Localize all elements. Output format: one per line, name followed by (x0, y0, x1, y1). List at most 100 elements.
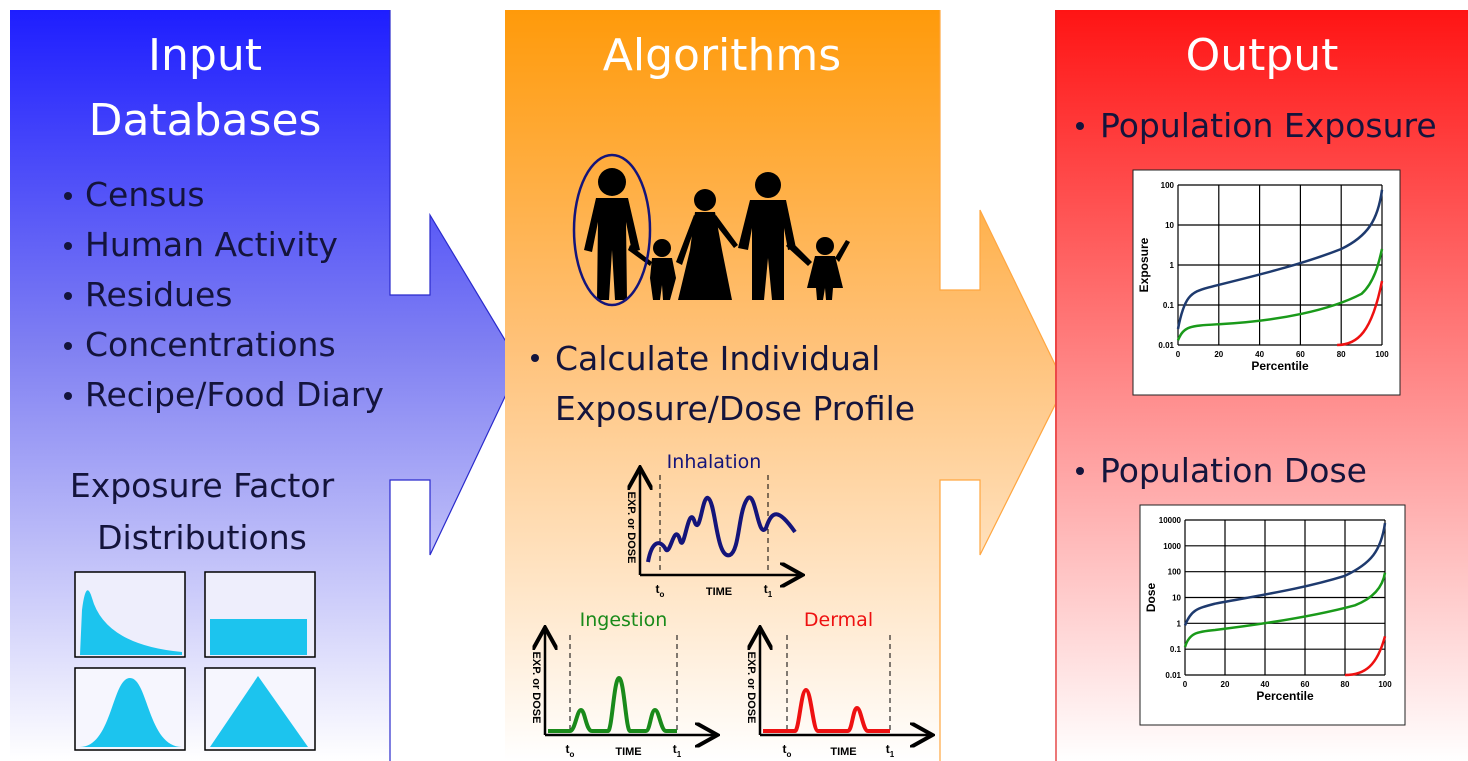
bullet-text: Recipe/Food Diary (85, 375, 384, 414)
bullet (64, 392, 72, 400)
bullet (64, 292, 72, 300)
y-tick-label: 100 (1161, 181, 1175, 190)
bullet (1076, 122, 1084, 130)
y-tick-label: 1 (1170, 261, 1175, 270)
x-tick-label: 0 (1183, 680, 1188, 689)
curve (1176, 189, 1384, 330)
time-marker: to (656, 582, 665, 599)
bullet-text: Population Exposure (1100, 106, 1437, 145)
y-tick-label: 1000 (1163, 542, 1181, 551)
bullet (64, 192, 72, 200)
bullet-text: Human Activity (85, 225, 338, 264)
y-tick-label: 10000 (1159, 516, 1182, 525)
y-tick-label: 0.01 (1158, 341, 1174, 350)
time-marker-base: t (783, 742, 787, 756)
bullet (64, 242, 72, 250)
profile-curve (548, 675, 677, 733)
bullet-text: Residues (85, 275, 232, 314)
highlight-ellipse (572, 153, 652, 307)
time-marker-sub: 1 (890, 750, 895, 759)
x-tick-label: 60 (1301, 680, 1310, 689)
input-panel (10, 10, 390, 761)
section-title: Exposure Factor (70, 466, 335, 505)
bullet-text: Calculate Individual (555, 339, 880, 378)
curve (1344, 635, 1387, 677)
output-chart: Population Exposure 100 10 1 0.1 0.010 20 40 60 8… (1100, 106, 1437, 396)
axis-label: Percentile (1251, 359, 1309, 373)
axis-label: EXP. or DOSE (530, 652, 542, 724)
curve (1176, 248, 1384, 341)
dist-shape (210, 619, 307, 655)
x-tick-label: 40 (1261, 680, 1270, 689)
panel-title: Databases (89, 95, 322, 146)
bullet (531, 354, 539, 362)
bullet-text: Concentrations (85, 325, 336, 364)
input-arrow (388, 215, 520, 555)
y-tick-label: 1 (1177, 619, 1182, 628)
dist-shape (80, 590, 182, 655)
panel-title: Algorithms (603, 30, 841, 81)
time-marker-sub: 1 (768, 590, 773, 599)
bullet-text: Exposure/Dose Profile (555, 389, 915, 428)
profile-curve (763, 687, 890, 733)
axis-label: TIME (830, 746, 856, 758)
distributions (74, 571, 316, 751)
x-tick-label: 0 (1176, 350, 1181, 359)
profile-label: Ingestion (580, 609, 668, 631)
profile-label: Inhalation (667, 451, 762, 473)
axis-label: Percentile (1256, 689, 1314, 703)
y-tick-label: 0.1 (1170, 645, 1182, 654)
time-marker-base: t (764, 582, 768, 596)
bullet-text: Population Dose (1100, 451, 1367, 490)
time-marker: to (566, 742, 575, 759)
y-tick-label: 10 (1165, 221, 1174, 230)
time-marker: t1 (673, 742, 682, 759)
curve (1183, 522, 1387, 626)
axis-label: EXP. or DOSE (625, 492, 637, 564)
x-tick-label: 80 (1341, 680, 1350, 689)
dist-shape (80, 678, 182, 747)
y-tick-label: 100 (1168, 568, 1182, 577)
y-tick-label: 0.01 (1165, 671, 1181, 680)
x-tick-label: 100 (1378, 680, 1392, 689)
profile-label: Dermal (804, 609, 873, 631)
axis-label: TIME (706, 586, 732, 598)
panel-title: Output (1186, 30, 1339, 81)
y-tick-label: 10 (1172, 594, 1181, 603)
time-marker-base: t (656, 582, 660, 596)
x-tick-label: 20 (1221, 680, 1230, 689)
algorithms-arrow (938, 210, 1065, 555)
time-marker-sub: o (787, 750, 792, 759)
time-marker-base: t (566, 742, 570, 756)
algorithms-panel (505, 10, 940, 761)
family-icon (584, 168, 850, 300)
bullet (64, 342, 72, 350)
axis-label: TIME (615, 746, 641, 758)
time-marker: to (783, 742, 792, 759)
time-marker-sub: 1 (677, 750, 682, 759)
time-marker-sub: o (660, 590, 665, 599)
axis-label: Dose (1144, 583, 1158, 613)
dist-shape (210, 676, 308, 747)
time-marker-sub: o (570, 750, 575, 759)
section-title: Distributions (97, 518, 307, 557)
x-tick-label: 80 (1337, 350, 1346, 359)
x-tick-label: 40 (1255, 350, 1264, 359)
profile-curve (646, 495, 797, 563)
x-tick-label: 20 (1214, 350, 1223, 359)
time-marker-base: t (673, 742, 677, 756)
chart-frame (1139, 504, 1406, 726)
time-marker: t1 (886, 742, 895, 759)
bullet (1076, 467, 1084, 475)
time-marker-base: t (886, 742, 890, 756)
x-tick-label: 60 (1296, 350, 1305, 359)
axis-label: Exposure (1137, 237, 1151, 292)
output-chart: Population Dose 10000 1000 100 10 1 0.1 0.010 20… (1100, 451, 1406, 726)
panel-title: Input (148, 30, 262, 81)
curve (1337, 280, 1384, 347)
